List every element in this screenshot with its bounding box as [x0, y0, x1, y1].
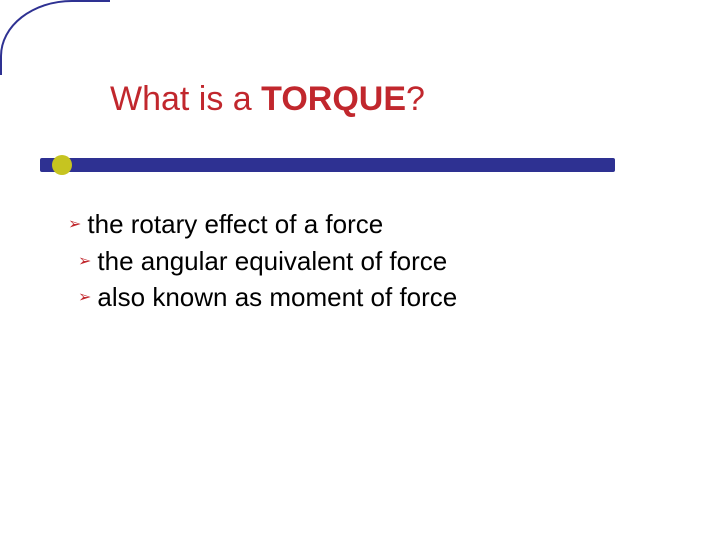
title-prefix: What is a	[110, 80, 261, 118]
bullet-item: ➢ the angular equivalent of force	[68, 245, 457, 278]
accent-dot	[52, 155, 72, 175]
title-bold: TORQUE	[261, 80, 406, 118]
chevron-icon: ➢	[68, 214, 81, 234]
slide-title: What is a TORQUE?	[110, 80, 425, 119]
title-underline	[40, 158, 615, 172]
bullet-list: ➢ the rotary effect of a force ➢ the ang…	[68, 208, 457, 318]
bullet-item: ➢ the rotary effect of a force	[68, 208, 457, 241]
bullet-item: ➢ also known as moment of force	[68, 281, 457, 314]
chevron-icon: ➢	[78, 251, 91, 271]
chevron-icon: ➢	[78, 287, 91, 307]
bullet-text: the rotary effect of a force	[87, 208, 383, 241]
bullet-text: the angular equivalent of force	[97, 245, 447, 278]
corner-curve	[0, 0, 110, 75]
title-suffix: ?	[406, 80, 425, 118]
bullet-text: also known as moment of force	[97, 281, 457, 314]
